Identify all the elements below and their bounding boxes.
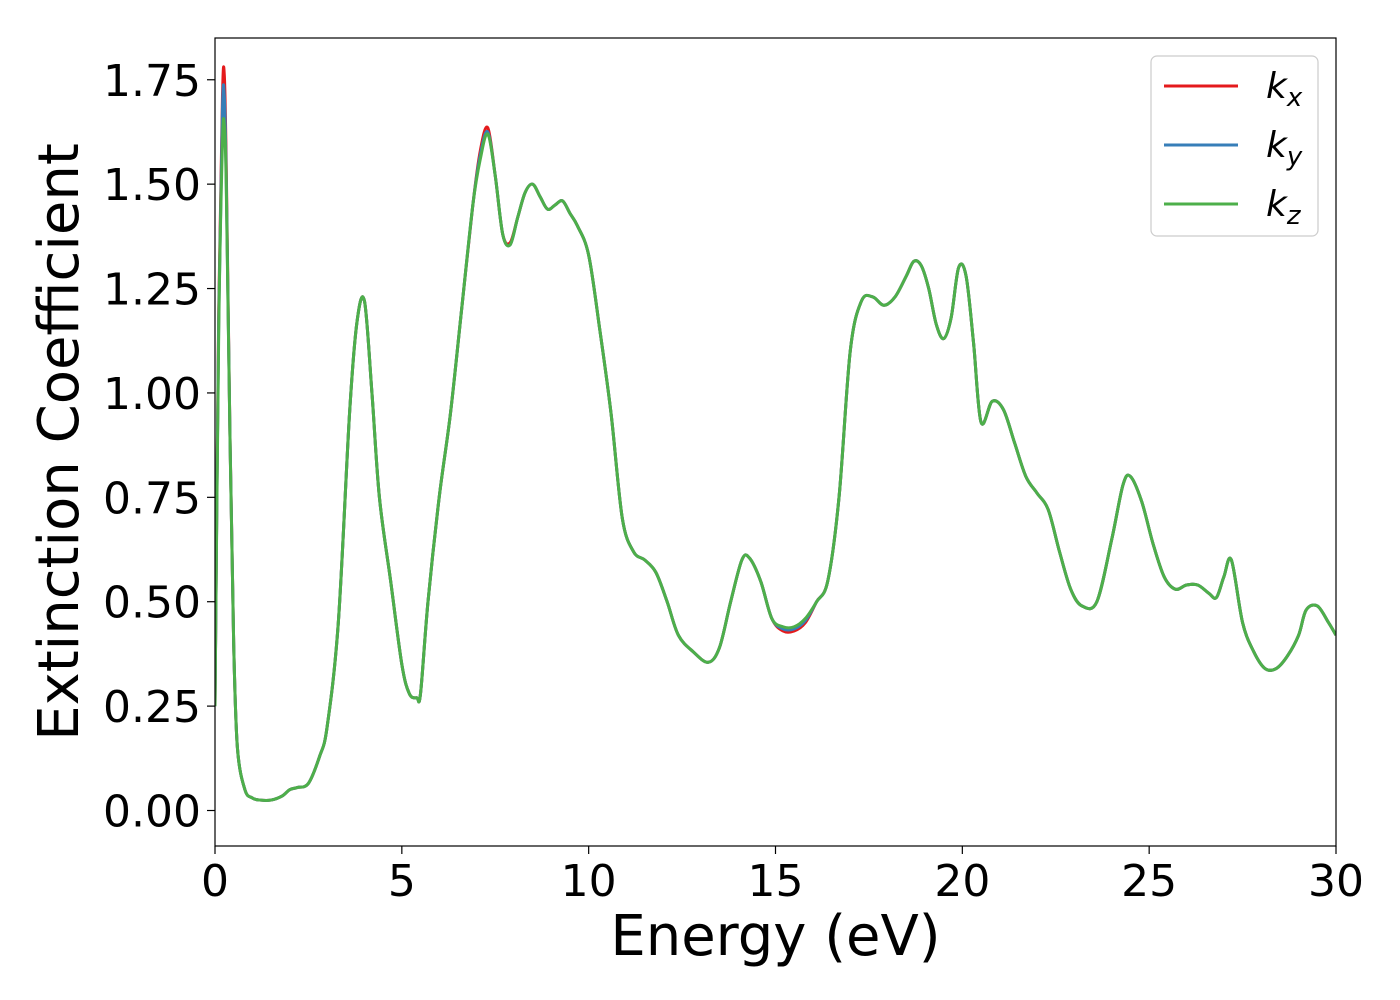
y-tick-label: 1.75 — [103, 56, 201, 107]
y-tick-label: 1.50 — [103, 160, 201, 211]
legend-label: ky — [1266, 125, 1303, 172]
x-axis-label: Energy (eV) — [610, 904, 940, 969]
plot-area — [215, 65, 1336, 802]
x-tick-label: 30 — [1308, 856, 1364, 907]
y-tick-label: 0.00 — [103, 787, 201, 838]
x-tick-label: 5 — [388, 856, 416, 907]
x-tick-label: 25 — [1121, 856, 1177, 907]
y-tick-label: 1.00 — [103, 369, 201, 420]
y-tick-label: 0.50 — [103, 578, 201, 629]
series-line-kz — [215, 117, 1336, 802]
x-tick-label: 20 — [934, 856, 990, 907]
x-tick-label: 10 — [561, 856, 617, 907]
x-tick-label: 15 — [748, 856, 804, 907]
x-tick-label: 0 — [201, 856, 229, 907]
y-tick-label: 1.25 — [103, 265, 201, 316]
y-tick-label: 0.75 — [103, 473, 201, 524]
legend-label: kx — [1266, 66, 1303, 113]
y-axis-label: Extinction Coefficient — [27, 143, 92, 741]
ticks: 0 5 10 15 20 25 30 0.00 0.25 0.50 0.75 1.00 1.25 1.50… — [103, 56, 1364, 907]
y-tick-label: 0.25 — [103, 682, 201, 733]
